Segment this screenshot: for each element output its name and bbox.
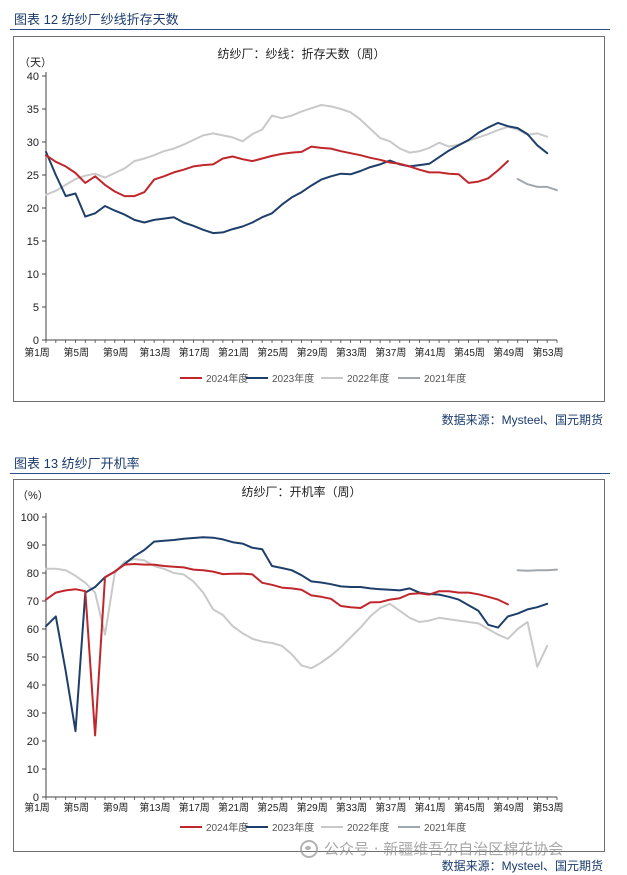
legend-label: 2022年度	[347, 821, 389, 834]
x-tick-label: 第41周	[415, 801, 446, 814]
x-tick-label: 第53周	[532, 801, 563, 814]
caption-divider	[10, 473, 610, 474]
x-tick-label: 第21周	[218, 801, 249, 814]
y-tick-label: 50	[27, 652, 39, 664]
series-line-2021年度	[516, 178, 558, 192]
y-tick-label: 80	[27, 568, 39, 580]
x-tick-label: 第53周	[532, 346, 563, 359]
x-tick-label: 第9周	[103, 346, 129, 359]
x-tick-label: 第9周	[103, 801, 129, 814]
x-tick-label: 第29周	[297, 346, 328, 359]
series-line-2023年度	[45, 536, 549, 733]
x-tick-label: 第33周	[336, 346, 367, 359]
x-tick-label: 第37周	[375, 346, 406, 359]
wechat-icon	[300, 839, 318, 858]
x-tick-label: 第29周	[297, 801, 328, 814]
x-tick-label: 第17周	[179, 801, 210, 814]
x-tick-label: 第1周	[24, 346, 50, 359]
series-line-2024年度	[45, 563, 509, 737]
y-axis-unit: （天）	[19, 56, 52, 69]
y-tick-label: 25	[27, 170, 39, 182]
series-line-2023年度	[45, 121, 549, 235]
x-tick-label: 第21周	[218, 346, 249, 359]
x-tick-label: 第33周	[336, 801, 367, 814]
y-tick-label: 40	[27, 71, 39, 83]
y-tick-label: 5	[33, 302, 39, 314]
legend-label: 2024年度	[206, 372, 248, 385]
watermark: 公众号 · 新疆维吾尔自治区棉花协会	[300, 838, 563, 859]
y-tick-label: 0	[33, 335, 39, 347]
watermark-text: 公众号 · 新疆维吾尔自治区棉花协会	[324, 840, 564, 858]
x-tick-label: 第5周	[64, 801, 90, 814]
y-tick-label: 15	[27, 236, 39, 248]
legend-label: 2022年度	[347, 372, 389, 385]
source-note: 数据来源：Mysteel、国元期货	[441, 859, 603, 873]
series-line-2022年度	[45, 558, 549, 670]
x-tick-label: 第45周	[454, 801, 485, 814]
y-tick-label: 90	[27, 540, 39, 552]
y-tick-label: 70	[27, 596, 39, 608]
y-tick-label: 40	[27, 680, 39, 692]
x-tick-label: 第49周	[493, 346, 524, 359]
y-tick-label: 100	[21, 512, 39, 524]
y-tick-label: 35	[27, 104, 39, 116]
y-axis-unit: （%）	[17, 489, 49, 502]
legend-label: 2023年度	[272, 821, 314, 834]
series-line-2024年度	[45, 145, 509, 198]
chart-title: 纺纱厂：纱线：折存天数（周）	[217, 46, 385, 61]
x-tick-label: 第5周	[64, 346, 90, 359]
y-tick-label: 10	[27, 269, 39, 281]
y-tick-label: 30	[27, 137, 39, 149]
x-tick-label: 第25周	[257, 801, 288, 814]
chart-title: 纺纱厂：开机率（周）	[241, 484, 361, 499]
caption-divider	[10, 29, 610, 30]
y-tick-label: 20	[27, 736, 39, 748]
legend-label: 2021年度	[424, 372, 466, 385]
x-tick-label: 第45周	[454, 346, 485, 359]
x-tick-label: 第13周	[139, 346, 170, 359]
figure-13-caption: 图表 13 纺纱厂开机率	[14, 456, 140, 471]
x-tick-label: 第41周	[415, 346, 446, 359]
y-tick-label: 30	[27, 708, 39, 720]
x-tick-label: 第13周	[139, 801, 170, 814]
x-tick-label: 第1周	[24, 801, 50, 814]
x-tick-label: 第17周	[179, 346, 210, 359]
series-line-2022年度	[45, 104, 549, 196]
yarn-inventory-days-chart: 纺纱厂：纱线：折存天数（周）（天）0510152025303540第1周 第5周第…	[19, 46, 564, 385]
figure-12-caption: 图表 12 纺纱厂纱线折存天数	[14, 12, 179, 27]
y-tick-label: 20	[27, 203, 39, 215]
chart-frame	[13, 479, 605, 852]
y-tick-label: 10	[27, 764, 39, 776]
legend-label: 2023年度	[272, 372, 314, 385]
legend-label: 2024年度	[206, 821, 248, 834]
x-tick-label: 第25周	[257, 346, 288, 359]
y-tick-label: 60	[27, 624, 39, 636]
source-note: 数据来源：Mysteel、国元期货	[441, 413, 603, 427]
y-tick-label: 0	[33, 792, 39, 804]
x-tick-label: 第37周	[375, 801, 406, 814]
legend-label: 2021年度	[424, 821, 466, 834]
x-tick-label: 第49周	[493, 801, 524, 814]
chart-frame	[13, 36, 605, 402]
spinning-mill-operating-rate-chart: 纺纱厂：开机率（周） （%） 0 10 20 30 40 50 60 70 80 90 100 第1周 第5…	[17, 484, 564, 834]
series-line-2021年度	[516, 568, 558, 572]
